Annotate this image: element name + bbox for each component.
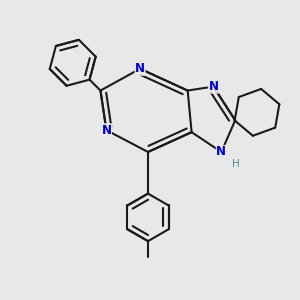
Text: N: N <box>101 124 111 137</box>
Text: N: N <box>135 62 145 75</box>
Text: N: N <box>216 146 226 158</box>
Text: N: N <box>216 146 226 158</box>
Text: N: N <box>135 62 145 75</box>
Text: H: H <box>232 159 239 169</box>
Text: N: N <box>101 124 111 137</box>
Text: N: N <box>208 80 218 93</box>
Text: N: N <box>208 80 218 93</box>
